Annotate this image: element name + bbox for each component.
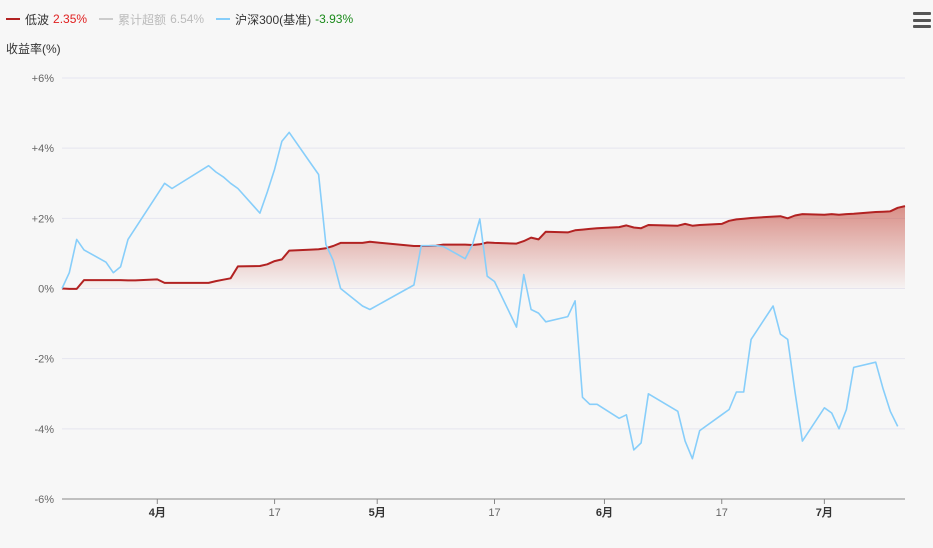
x-tick-label: 17 — [488, 507, 500, 519]
x-tick-label: 6月 — [596, 506, 613, 519]
legend-value-benchmark: -3.93% — [315, 12, 354, 26]
series-line-benchmark[interactable] — [61, 131, 899, 460]
y-tick-label: -6% — [34, 494, 54, 506]
legend-name-dibo: 低波 — [25, 12, 50, 27]
x-tick-label: 17 — [268, 507, 280, 519]
legend-swatch-benchmark — [216, 18, 231, 20]
legend-swatch-excess — [99, 18, 114, 20]
hamburger-menu-icon[interactable] — [913, 12, 931, 28]
y-tick-label: -4% — [34, 424, 54, 436]
legend-swatch-dibo — [6, 18, 20, 20]
x-tick-label: 7月 — [816, 506, 833, 519]
legend-name-excess: 累计超额 — [118, 12, 167, 27]
legend-item-benchmark[interactable]: 沪深300(基准) -3.93% — [216, 11, 353, 28]
series-line-dibo[interactable] — [61, 205, 906, 290]
x-tick-label: 5月 — [369, 506, 386, 519]
x-tick-label: 4月 — [149, 506, 166, 519]
legend-value-excess: 6.54% — [170, 12, 205, 26]
legend-item-dibo[interactable]: 低波 2.35% — [6, 11, 87, 28]
y-tick-label: +2% — [32, 213, 55, 225]
y-axis-title: 收益率(%) — [6, 42, 61, 56]
legend-name-benchmark: 沪深300(基准) — [235, 12, 312, 27]
y-tick-label: 0% — [38, 284, 54, 296]
x-tick-label: 17 — [716, 507, 728, 519]
y-tick-label: -2% — [34, 354, 54, 366]
y-tick-label: +4% — [32, 143, 55, 155]
chart-legend: 低波 2.35% 累计超额 6.54% 沪深300(基准) -3.93% — [6, 10, 365, 28]
legend-value-dibo: 2.35% — [53, 12, 88, 26]
y-tick-label: +6% — [32, 73, 55, 85]
legend-item-excess[interactable]: 累计超额 6.54% — [99, 11, 204, 28]
